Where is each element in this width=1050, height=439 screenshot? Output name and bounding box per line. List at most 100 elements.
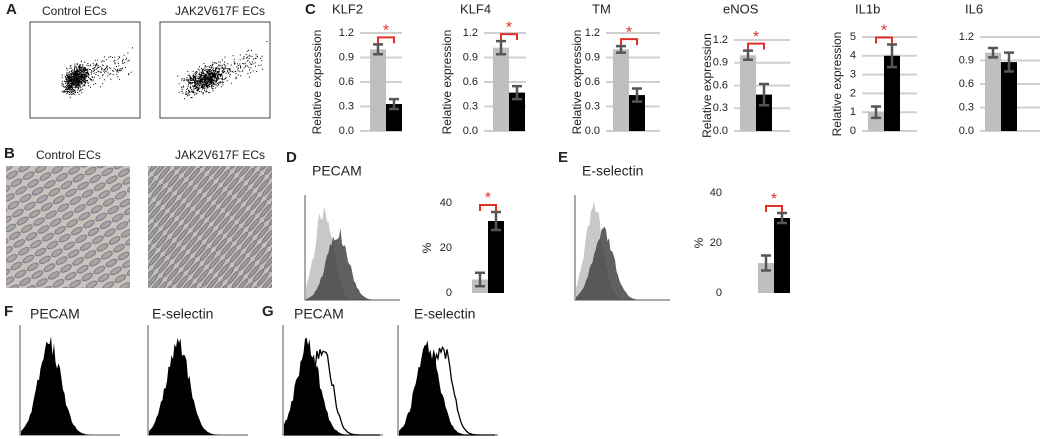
y-tick-label: 0.3 [713, 102, 728, 114]
y-axis-label: Relative expression [570, 30, 584, 135]
y-axis-label: Relative expression [700, 33, 714, 138]
bar [629, 95, 645, 131]
chart-title: IL6 [965, 1, 983, 16]
error-bar [887, 43, 897, 69]
error-bar [496, 39, 506, 56]
y-tick-label: 20 [710, 237, 722, 249]
panel-caption: JAK2V617F ECs [175, 4, 265, 18]
y-tick-label: 0.3 [463, 100, 478, 112]
y-tick-label: 1.2 [959, 31, 974, 43]
panel-label: E [558, 149, 568, 166]
panel-label: F [4, 303, 13, 320]
y-tick-label: 1.2 [463, 27, 478, 39]
panel-caption: PECAM [30, 306, 80, 322]
y-tick-label: 0.0 [585, 125, 600, 137]
y-axis-label: Relative expression [440, 30, 454, 135]
panel-caption: Control ECs [42, 4, 107, 18]
significance-marker: * [626, 24, 632, 41]
panel-caption: E-selectin [414, 306, 475, 322]
significance-marker: * [771, 191, 777, 208]
y-tick-label: 1 [850, 106, 856, 118]
y-tick-label: 0.0 [959, 125, 974, 137]
error-bar [616, 44, 626, 54]
y-tick-label: 0.9 [713, 57, 728, 69]
y-tick-label: 0.0 [713, 125, 728, 137]
chart-title: eNOS [723, 1, 759, 16]
significance-bracket [500, 33, 518, 41]
y-tick-label: 0 [446, 287, 452, 299]
y-axis-label: % [692, 237, 706, 248]
error-bar [743, 49, 753, 61]
y-tick-label: 0 [850, 125, 856, 137]
y-tick-label: 40 [710, 187, 722, 199]
scatter-dots [61, 47, 133, 98]
error-bar [475, 271, 485, 288]
y-tick-label: 0.6 [585, 76, 600, 88]
error-bar [632, 87, 642, 103]
chart-title: KLF4 [460, 1, 491, 16]
y-tick-label: 0.0 [339, 125, 354, 137]
significance-marker: * [881, 23, 887, 40]
y-tick-label: 0.9 [463, 51, 478, 63]
significance-bracket [377, 36, 395, 44]
bar [370, 49, 386, 132]
significance-bracket [747, 42, 765, 50]
error-bar [777, 211, 787, 225]
panel-label: C [305, 1, 316, 18]
error-bar [1004, 51, 1014, 73]
histogram [284, 337, 380, 435]
micrograph [6, 166, 130, 288]
error-bar [512, 84, 522, 101]
panel-label: G [262, 303, 274, 320]
chart-title: IL1b [855, 1, 880, 16]
significance-bracket [479, 204, 497, 211]
y-tick-label: 0.6 [959, 78, 974, 90]
y-axis-label: Relative expression [310, 30, 324, 135]
significance-marker: * [383, 23, 389, 40]
significance-marker: * [506, 19, 512, 36]
significance-bracket [875, 36, 893, 44]
panel-caption: PECAM [312, 163, 362, 179]
histogram [399, 340, 495, 435]
micrograph [148, 166, 272, 288]
error-bar [389, 97, 399, 111]
panel-caption: E-selectin [152, 306, 213, 322]
y-tick-label: 40 [440, 197, 452, 209]
y-tick-label: 1.2 [339, 27, 354, 39]
panel-label: D [286, 149, 297, 166]
error-bar [373, 43, 383, 56]
y-tick-label: 2 [850, 87, 856, 99]
histogram [149, 338, 245, 435]
y-tick-label: 20 [440, 242, 452, 254]
chart-title: TM [592, 1, 611, 16]
y-tick-label: 0.6 [463, 76, 478, 88]
y-tick-label: 0.3 [339, 100, 354, 112]
scatter-dots [177, 41, 268, 100]
y-tick-label: 0.9 [339, 51, 354, 63]
histogram [306, 228, 396, 300]
y-tick-label: 0.6 [339, 76, 354, 88]
error-bar [988, 46, 998, 59]
y-axis-label: % [420, 242, 434, 253]
y-tick-label: 0.3 [959, 101, 974, 113]
y-axis-label: Relative expression [830, 32, 844, 137]
y-tick-label: 5 [850, 31, 856, 43]
bar [1001, 62, 1017, 131]
y-tick-label: 1.2 [585, 27, 600, 39]
y-tick-label: 1.2 [713, 34, 728, 46]
bar [493, 47, 509, 132]
y-tick-label: 0.9 [959, 54, 974, 66]
histogram [21, 336, 117, 435]
y-tick-label: 4 [850, 50, 856, 62]
error-bar [871, 105, 881, 120]
y-tick-label: 0.6 [713, 79, 728, 91]
significance-marker: * [485, 190, 491, 207]
scatter-plot-frame [159, 21, 271, 119]
error-bar [759, 82, 769, 107]
bar [613, 49, 629, 132]
bar [740, 55, 756, 131]
panel-caption: JAK2V617F ECs [175, 148, 265, 162]
panel-label: A [6, 1, 17, 18]
panel-caption: E-selectin [582, 163, 643, 179]
bar [774, 218, 790, 293]
